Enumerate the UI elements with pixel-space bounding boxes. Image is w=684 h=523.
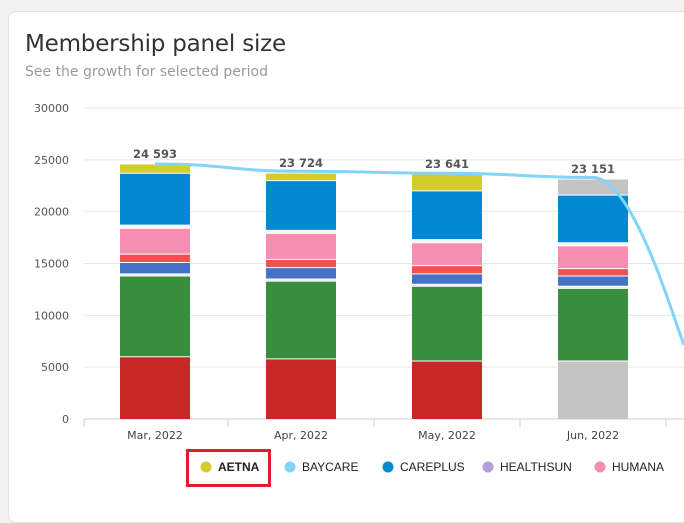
legend-label: BAYCARE xyxy=(302,460,358,474)
legend-label: CAREPLUS xyxy=(400,460,465,474)
bar-segment xyxy=(120,262,190,274)
y-tick-label: 30000 xyxy=(34,102,69,115)
bar-segment xyxy=(558,268,628,276)
bar-segment xyxy=(266,279,336,282)
x-tick-label: Apr, 2022 xyxy=(274,429,328,442)
bar-segment xyxy=(558,286,628,289)
bar-segment xyxy=(412,273,482,285)
legend-marker xyxy=(382,461,394,473)
legend-label: HUMANA xyxy=(612,460,664,474)
bar-segment xyxy=(120,225,190,229)
bar-total-label: 23 724 xyxy=(279,156,323,170)
bar-total-label: 24 593 xyxy=(133,147,177,161)
y-tick-label: 20000 xyxy=(34,206,69,219)
bar-segment xyxy=(266,267,336,280)
bar-segment xyxy=(266,233,336,260)
bar-segment xyxy=(412,242,482,266)
bar-segment xyxy=(558,195,628,243)
bar-segment xyxy=(266,230,336,234)
bar-segment xyxy=(120,173,190,226)
y-tick-label: 25000 xyxy=(34,154,69,167)
chart-title: Membership panel size xyxy=(25,31,286,57)
bar-segment xyxy=(412,284,482,287)
bar-segment xyxy=(558,245,628,269)
bar-segment xyxy=(412,173,482,191)
legend-label: HEALTHSUN xyxy=(500,460,572,474)
y-tick-label: 0 xyxy=(62,413,69,426)
legend-highlight-box xyxy=(186,449,271,487)
bar-total-label: 23 151 xyxy=(571,162,615,176)
bar-segment xyxy=(120,273,190,276)
bar-segment xyxy=(412,265,482,274)
bar-segment xyxy=(120,275,190,357)
bar-segment xyxy=(266,358,336,419)
bar-segment xyxy=(558,179,628,196)
bar-segment xyxy=(120,164,190,174)
bar-segment xyxy=(558,360,628,419)
x-tick-label: May, 2022 xyxy=(418,429,476,442)
baycare-line xyxy=(154,162,684,346)
bar-segment xyxy=(266,259,336,268)
bar-segment xyxy=(412,239,482,243)
legend-marker xyxy=(284,461,296,473)
legend-marker xyxy=(594,461,606,473)
bar-total-label: 23 641 xyxy=(425,157,469,171)
bar-segment xyxy=(120,254,190,263)
x-tick-label: Jun, 2022 xyxy=(566,429,619,442)
legend-marker xyxy=(482,461,494,473)
bar-segment xyxy=(266,180,336,231)
y-tick-label: 15000 xyxy=(34,258,69,271)
legend-label: AETNA xyxy=(218,460,260,474)
bar-segment xyxy=(412,360,482,419)
bar-segment xyxy=(412,286,482,361)
legend-marker xyxy=(200,461,212,473)
bar-segment xyxy=(266,281,336,359)
bar-segment xyxy=(558,242,628,246)
bar-segment xyxy=(120,356,190,419)
y-tick-label: 10000 xyxy=(34,309,69,322)
stacked-bar-chart: 0 5000 10000 15000 20000 25000 30000 24 593 Mar,… xyxy=(34,102,684,474)
bar-segment xyxy=(412,190,482,240)
bar-segment xyxy=(558,275,628,287)
bar-segment xyxy=(558,288,628,361)
bar-segment xyxy=(266,173,336,181)
x-tick-label: Mar, 2022 xyxy=(127,429,183,442)
bar-segment xyxy=(120,228,190,255)
chart-subtitle: See the growth for selected period xyxy=(25,64,268,80)
y-tick-label: 5000 xyxy=(41,361,69,374)
